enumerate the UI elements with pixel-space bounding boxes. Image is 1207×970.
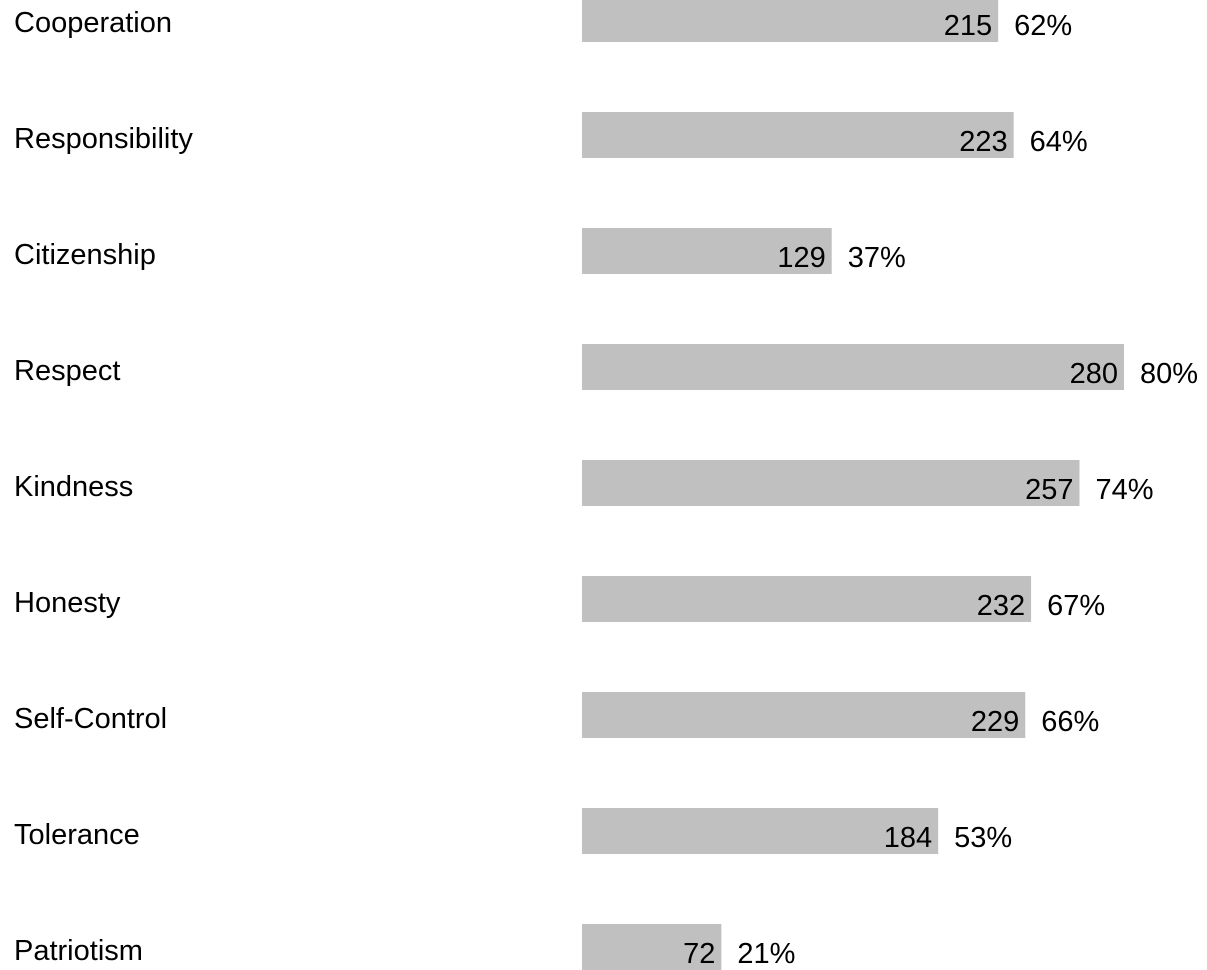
count-label-responsibility: 223 [959,126,1007,158]
bar-patriotism [582,924,722,970]
labels-group: Cooperation 215 62% Responsibility 223 64% Cit… [14,7,1198,970]
bar-kindness [582,460,1080,506]
count-label-tolerance: 184 [884,822,932,854]
percent-label-self-control: 66% [1041,706,1099,738]
category-label-citizenship: Citizenship [14,239,156,271]
category-label-patriotism: Patriotism [14,935,143,967]
bar-cooperation [582,0,999,42]
category-label-kindness: Kindness [14,471,133,503]
category-label-responsibility: Responsibility [14,123,193,155]
bar-self-control [582,692,1026,738]
bar-respect [582,344,1124,390]
percent-label-kindness: 74% [1095,474,1153,506]
count-label-honesty: 232 [977,590,1025,622]
bar-honesty [582,576,1032,622]
count-label-self-control: 229 [971,706,1019,738]
percent-label-honesty: 67% [1047,590,1105,622]
category-label-self-control: Self-Control [14,703,167,735]
category-label-tolerance: Tolerance [14,819,140,851]
bar-responsibility [582,112,1014,158]
category-label-cooperation: Cooperation [14,7,172,39]
percent-label-tolerance: 53% [954,822,1012,854]
count-label-kindness: 257 [1025,474,1073,506]
category-label-honesty: Honesty [14,587,121,619]
bar-citizenship [582,228,832,274]
bars-group [582,0,1124,970]
count-label-cooperation: 215 [944,10,992,42]
bar-tolerance [582,808,939,854]
percent-label-cooperation: 62% [1014,10,1072,42]
count-label-respect: 280 [1070,358,1118,390]
percent-label-responsibility: 64% [1030,126,1088,158]
count-label-patriotism: 72 [683,938,715,970]
percent-label-citizenship: 37% [848,242,906,274]
percent-label-respect: 80% [1140,358,1198,390]
category-label-respect: Respect [14,355,120,387]
count-label-citizenship: 129 [777,242,825,274]
percent-label-patriotism: 21% [737,938,795,970]
